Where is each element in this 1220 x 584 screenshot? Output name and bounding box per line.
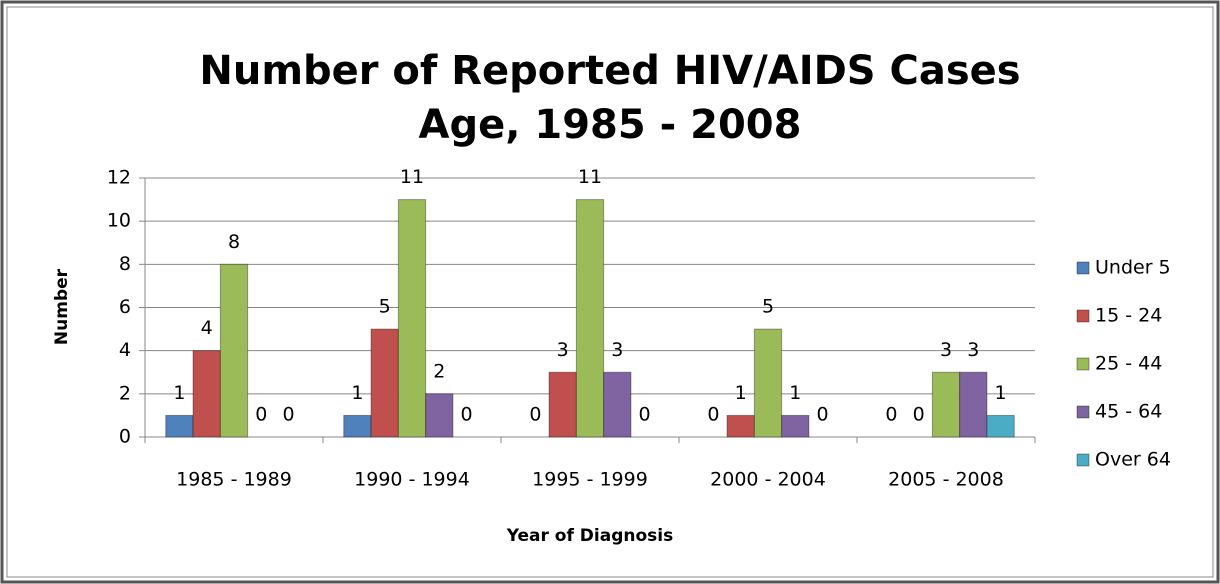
bar xyxy=(986,414,1015,438)
legend-swatch xyxy=(1076,453,1090,467)
legend-label: 25 - 44 xyxy=(1095,353,1162,375)
legend-swatch xyxy=(1076,309,1090,323)
value-label: 5 xyxy=(379,296,391,318)
value-label: 1 xyxy=(789,382,801,404)
x-tick-label: 2000 - 2004 xyxy=(710,469,826,491)
value-label: 3 xyxy=(557,339,569,361)
value-label: 1 xyxy=(995,382,1007,404)
value-label: 0 xyxy=(817,404,829,426)
bar xyxy=(575,199,605,438)
value-label: 0 xyxy=(255,404,267,426)
y-axis-title: Number xyxy=(52,268,72,345)
value-label: 8 xyxy=(228,231,240,253)
value-label: 1 xyxy=(173,382,185,404)
legend-label: 45 - 64 xyxy=(1095,401,1162,423)
bar xyxy=(397,199,427,438)
legend-label: 15 - 24 xyxy=(1095,305,1162,327)
chart-title: Age, 1985 - 2008 xyxy=(419,102,802,148)
x-tick-label: 1985 - 1989 xyxy=(176,469,292,491)
value-label: 0 xyxy=(639,404,651,426)
y-tick-label: 8 xyxy=(119,253,131,275)
bar xyxy=(548,371,577,438)
y-tick-label: 2 xyxy=(119,382,131,404)
legend-swatch xyxy=(1076,261,1090,275)
bar xyxy=(726,414,755,438)
bar xyxy=(753,328,783,438)
inner-frame xyxy=(6,6,1214,578)
value-label: 0 xyxy=(885,404,897,426)
value-label: 4 xyxy=(201,317,213,339)
value-label: 11 xyxy=(400,166,424,188)
bar xyxy=(931,371,961,438)
bar xyxy=(425,393,454,438)
value-label: 5 xyxy=(762,296,774,318)
x-tick-label: 2005 - 2008 xyxy=(888,469,1004,491)
legend-swatch xyxy=(1076,357,1090,371)
value-label: 0 xyxy=(283,404,295,426)
value-label: 2 xyxy=(433,360,445,382)
value-label: 1 xyxy=(735,382,747,404)
bar xyxy=(370,328,399,438)
value-label: 3 xyxy=(967,339,979,361)
x-tick-label: 1990 - 1994 xyxy=(354,469,470,491)
value-label: 3 xyxy=(940,339,952,361)
x-axis-title: Year of Diagnosis xyxy=(506,526,673,546)
bar xyxy=(781,414,810,438)
bar xyxy=(192,350,221,438)
y-tick-label: 4 xyxy=(119,339,131,361)
legend-label: Under 5 xyxy=(1095,257,1171,279)
y-tick-label: 12 xyxy=(107,167,131,189)
bar xyxy=(959,371,988,438)
value-label: 0 xyxy=(461,404,473,426)
chart-title: Number of Reported HIV/AIDS Cases xyxy=(199,48,1020,94)
x-tick-label: 1995 - 1999 xyxy=(532,469,648,491)
value-label: 0 xyxy=(529,404,541,426)
value-label: 3 xyxy=(611,339,623,361)
bar xyxy=(165,414,194,438)
value-label: 0 xyxy=(707,404,719,426)
y-tick-label: 10 xyxy=(107,210,131,232)
legend-swatch xyxy=(1076,405,1090,419)
value-label: 1 xyxy=(351,382,363,404)
legend-label: Over 64 xyxy=(1095,449,1171,471)
bar xyxy=(603,371,632,438)
y-tick-label: 6 xyxy=(119,296,131,318)
bar xyxy=(343,414,372,438)
value-label: 11 xyxy=(578,166,602,188)
value-label: 0 xyxy=(913,404,925,426)
bar xyxy=(219,263,249,438)
y-tick-label: 0 xyxy=(119,426,131,448)
